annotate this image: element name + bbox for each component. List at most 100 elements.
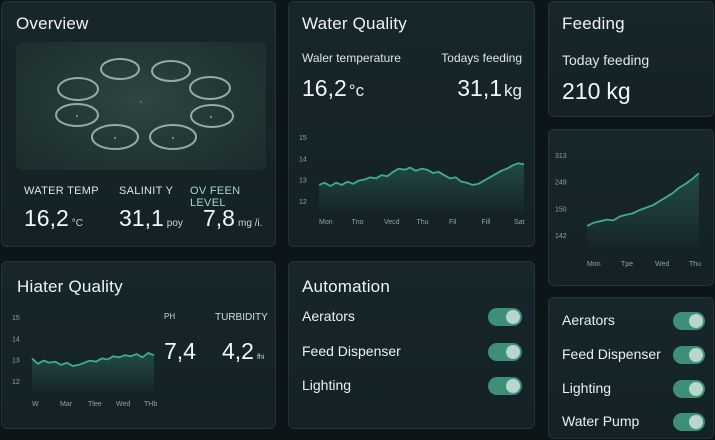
toggle-knob bbox=[689, 314, 703, 328]
water-quality-card: Water Quality Waler temperature Todays f… bbox=[288, 1, 535, 247]
water-temperature-label: Waler temperature bbox=[302, 51, 401, 65]
feed-x-tick: Mon bbox=[587, 261, 601, 268]
feeding-card: Feeding Today feeding 210 kg bbox=[548, 1, 714, 117]
hiater-quality-card: Hiater Quality PH 7,4 TURBIDITY 4,2 fhi 1… bbox=[1, 261, 276, 429]
hq-y-tick: 12 bbox=[12, 379, 20, 386]
overview-title: Overview bbox=[16, 14, 89, 33]
today-feeding-label: Today feeding bbox=[562, 52, 650, 68]
oxygen-level-unit: mg /i. bbox=[237, 218, 263, 229]
water-temperature-unit: °c bbox=[348, 81, 365, 100]
turbidity-number: 4,2 bbox=[222, 338, 254, 364]
automation-row-aerators: Aerators bbox=[289, 306, 534, 328]
hq-x-tick: W bbox=[32, 401, 39, 408]
hq-y-tick: 14 bbox=[12, 336, 20, 343]
wq-area bbox=[319, 163, 524, 212]
automation-row-feed-dispenser: Feed Dispenser bbox=[289, 341, 534, 363]
side-row-aerators: Aerators bbox=[549, 310, 713, 332]
oxygen-level-value: 7,8 mg /i. bbox=[203, 205, 262, 232]
side-water-pump-label: Water Pump bbox=[562, 413, 640, 429]
feed-x-tick: Wed bbox=[655, 261, 669, 268]
aerators-toggle[interactable] bbox=[488, 308, 522, 326]
wq-x-tick: Vecd bbox=[384, 219, 400, 226]
turbidity-unit: fhi bbox=[256, 354, 265, 361]
toggle-knob bbox=[689, 415, 703, 429]
turbidity-value: 4,2 fhi bbox=[222, 338, 264, 365]
water-temp-unit: °C bbox=[71, 218, 83, 229]
side-row-lighting: Lighting bbox=[549, 378, 713, 400]
aerators-label: Aerators bbox=[302, 308, 355, 324]
lighting-label: Lighting bbox=[302, 377, 352, 393]
water-temp-value: 16,2 °C bbox=[24, 205, 83, 232]
hq-series-line bbox=[31, 352, 155, 367]
automation-row-lighting: Lighting bbox=[289, 375, 534, 397]
todays-feeding-unit: kg bbox=[504, 81, 522, 100]
side-aerators-label: Aerators bbox=[562, 312, 615, 328]
side-feed-dispenser-toggle[interactable] bbox=[673, 346, 705, 364]
today-feeding-number: 210 bbox=[562, 78, 601, 104]
turbidity-label: TURBIDITY bbox=[215, 312, 268, 323]
automation-side-card: Aerators Feed Dispenser Lighting Water P… bbox=[548, 297, 714, 439]
wq-x-tick: Fill bbox=[482, 219, 491, 226]
water-temp-number: 16,2 bbox=[24, 205, 69, 231]
feed-dispenser-label: Feed Dispenser bbox=[302, 343, 401, 359]
todays-feeding-label: Todays feeding bbox=[441, 51, 522, 65]
today-feeding-unit: kg bbox=[606, 78, 631, 104]
hiater-quality-chart: 15 14 13 12 W Mar Tlee Wed THb bbox=[12, 315, 157, 408]
wq-x-tick: Tno bbox=[352, 219, 364, 226]
feed-y-tick: 249 bbox=[555, 180, 567, 187]
feed-x-tick: Thu bbox=[689, 261, 701, 268]
water-temperature-number: 16,2 bbox=[302, 75, 347, 101]
hq-x-tick: Tlee bbox=[88, 401, 102, 408]
hq-area bbox=[32, 353, 154, 392]
overview-card: Overview WATER TEMP 16,2 °C SALINIT Y 31,… bbox=[1, 1, 276, 247]
feed-y-tick: 313 bbox=[555, 153, 567, 160]
feed-y-tick: 142 bbox=[555, 233, 567, 240]
feed-series-line bbox=[586, 172, 700, 227]
fish-tank-rings-image bbox=[16, 42, 266, 170]
tank-rings-graphic bbox=[55, 58, 234, 150]
feeding-trend-chart: 313 249 150 142 Mon Tpe Wed Thu bbox=[555, 153, 701, 268]
water-quality-chart: 15 14 13 12 Mon Tno Vecd Thu Fil Fill Sat bbox=[299, 135, 525, 226]
wq-y-tick: 12 bbox=[299, 199, 307, 206]
toggle-knob bbox=[689, 382, 703, 396]
hq-x-tick: Mar bbox=[60, 401, 73, 408]
toggle-knob bbox=[689, 348, 703, 362]
feed-y-tick: 150 bbox=[555, 206, 567, 213]
todays-feeding-number: 31,1 bbox=[457, 75, 503, 101]
wq-y-tick: 14 bbox=[299, 156, 307, 163]
lighting-toggle[interactable] bbox=[488, 377, 522, 395]
ph-value: 7,4 bbox=[164, 338, 196, 364]
water-quality-title: Water Quality bbox=[302, 14, 407, 33]
side-feed-dispenser-label: Feed Dispenser bbox=[562, 346, 661, 362]
oxygen-level-label: OV FEEN LEVEL bbox=[190, 185, 241, 209]
salinity-number: 31,1 bbox=[119, 205, 164, 231]
salinity-unit: poy bbox=[166, 218, 183, 229]
feeding-title: Feeding bbox=[562, 14, 625, 33]
today-feeding-value: 210 kg bbox=[562, 78, 631, 105]
wq-x-tick: Sat bbox=[514, 219, 525, 226]
salinity-label: SALINIT Y bbox=[119, 185, 174, 197]
side-lighting-toggle[interactable] bbox=[673, 380, 705, 398]
todays-feeding-value: 31,1 kg bbox=[457, 75, 522, 102]
wq-y-tick: 15 bbox=[299, 135, 307, 142]
side-water-pump-toggle[interactable] bbox=[673, 413, 705, 431]
water-temperature-value: 16,2 °c bbox=[302, 75, 364, 102]
wq-x-tick: Fil bbox=[449, 219, 457, 226]
feed-x-tick: Tpe bbox=[621, 261, 633, 268]
hiater-quality-title: Hiater Quality bbox=[17, 277, 123, 296]
hq-x-tick: THb bbox=[144, 401, 157, 408]
wq-x-tick: Thu bbox=[417, 219, 429, 226]
oxygen-level-number: 7,8 bbox=[203, 205, 235, 231]
automation-title: Automation bbox=[302, 277, 390, 296]
toggle-knob bbox=[506, 379, 520, 393]
water-temp-label: WATER TEMP bbox=[24, 185, 99, 197]
toggle-knob bbox=[506, 310, 520, 324]
toggle-knob bbox=[506, 345, 520, 359]
wq-y-tick: 13 bbox=[299, 178, 307, 185]
side-row-water-pump: Water Pump bbox=[549, 411, 713, 433]
side-lighting-label: Lighting bbox=[562, 380, 612, 396]
feeding-trend-card: 313 249 150 142 Mon Tpe Wed Thu bbox=[548, 129, 714, 286]
feed-dispenser-toggle[interactable] bbox=[488, 343, 522, 361]
side-aerators-toggle[interactable] bbox=[673, 312, 705, 330]
hq-y-tick: 15 bbox=[12, 315, 20, 322]
